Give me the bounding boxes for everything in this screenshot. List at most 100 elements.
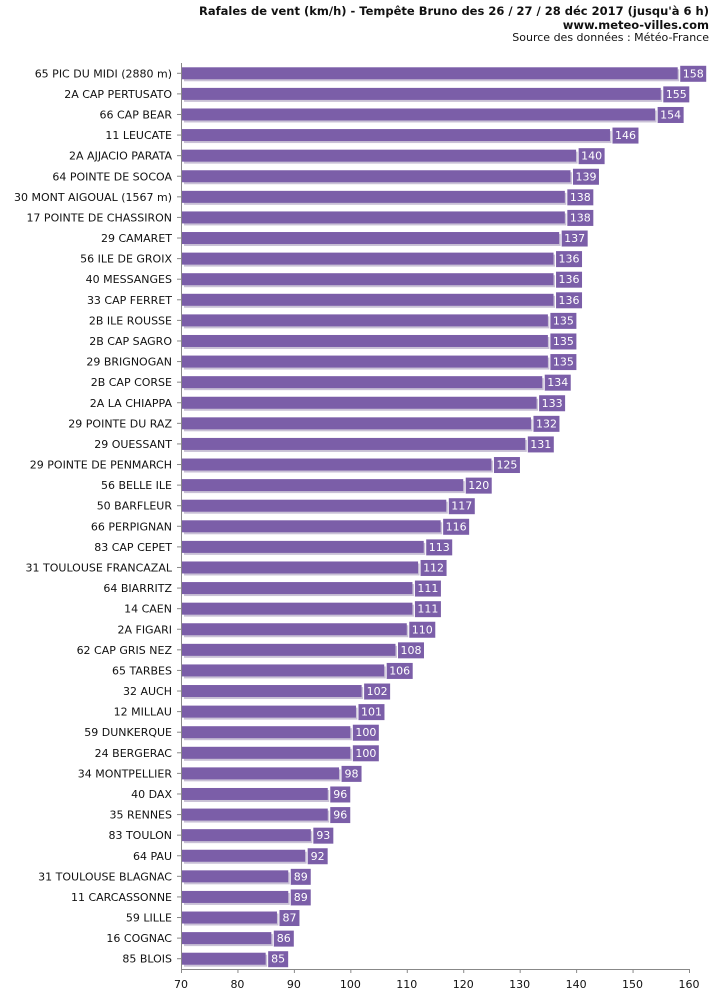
value-label-box [312, 826, 335, 845]
bar [182, 149, 577, 162]
category-label: 29 POINTE DU RAZ [68, 417, 172, 430]
bar [182, 808, 328, 821]
bar [182, 417, 531, 430]
category-label: 59 LILLE [126, 912, 172, 925]
bar [182, 685, 362, 698]
bar [182, 582, 413, 595]
value-label: 134 [547, 376, 568, 389]
category-label: 66 CAP BEAR [100, 108, 173, 121]
category-label: 32 AUCH [123, 685, 172, 698]
value-label: 136 [559, 294, 580, 307]
bar [182, 458, 492, 471]
x-tick-label: 90 [287, 978, 301, 991]
value-label: 136 [559, 273, 580, 286]
category-label: 17 POINTE DE CHASSIRON [26, 211, 172, 224]
value-label: 137 [564, 232, 585, 245]
value-label: 131 [530, 438, 551, 451]
value-label-box [267, 950, 290, 969]
category-label: 56 ILE DE GROIX [80, 253, 172, 266]
category-label: 29 BRIGNOGAN [86, 356, 172, 369]
category-label: 40 MESSANGES [86, 273, 172, 286]
value-label: 89 [294, 870, 308, 883]
value-label-box [351, 744, 380, 763]
bar [182, 211, 565, 224]
value-label-box [656, 105, 685, 124]
value-label: 86 [277, 932, 291, 945]
category-label: 33 CAP FERRET [87, 294, 172, 307]
bar [182, 355, 548, 368]
value-label-box [566, 208, 595, 227]
bar [182, 376, 543, 389]
value-label: 135 [553, 356, 574, 369]
value-label-box [611, 126, 640, 145]
value-label-box [363, 682, 392, 701]
value-label-box [560, 229, 589, 248]
category-label: 2A AJJACIO PARATA [69, 150, 172, 163]
x-tick-label: 150 [622, 978, 643, 991]
value-label-box [329, 785, 352, 804]
category-label: 2B CAP SAGRO [89, 335, 172, 348]
value-label-box [419, 558, 448, 577]
x-tick-label: 130 [509, 978, 530, 991]
value-label: 111 [417, 603, 438, 616]
value-label-box [351, 723, 380, 742]
category-label: 85 BLOIS [122, 953, 172, 966]
value-label-box [413, 600, 442, 619]
value-label-box [329, 806, 352, 825]
x-tick-label: 100 [340, 978, 361, 991]
category-label: 31 TOULOUSE BLAGNAC [38, 870, 172, 883]
value-label: 98 [345, 767, 359, 780]
bar [182, 232, 560, 245]
category-label: 64 BIARRITZ [103, 582, 172, 595]
value-label: 96 [333, 809, 347, 822]
bar [182, 602, 413, 615]
value-label: 117 [451, 500, 472, 513]
chart-title: Rafales de vent (km/h) - Tempête Bruno d… [199, 4, 709, 18]
bar [182, 108, 656, 121]
bar [182, 829, 311, 842]
category-label: 64 PAU [133, 850, 172, 863]
category-label: 65 TARBES [112, 664, 172, 677]
category-label: 11 CARCASSONNE [71, 891, 172, 904]
category-label: 29 OUESSANT [94, 438, 172, 451]
value-label: 138 [570, 211, 591, 224]
value-label: 135 [553, 335, 574, 348]
value-label-box [289, 888, 312, 907]
category-label: 2A CAP PERTUSATO [64, 88, 172, 101]
bar [182, 705, 356, 718]
value-label: 155 [666, 88, 687, 101]
value-label-box [464, 476, 493, 495]
value-label-box [571, 167, 600, 186]
value-label: 132 [536, 417, 557, 430]
bar [182, 129, 610, 142]
bar [182, 293, 554, 306]
bar [182, 726, 351, 739]
value-label: 100 [355, 726, 376, 739]
bar [182, 664, 385, 677]
value-label: 136 [559, 253, 580, 266]
value-label-box [396, 641, 425, 660]
value-label-box [549, 353, 578, 372]
bar [182, 890, 289, 903]
value-label: 85 [271, 953, 285, 966]
value-label-box [278, 909, 301, 928]
value-label: 133 [542, 397, 563, 410]
value-label: 102 [367, 685, 388, 698]
category-label: 59 DUNKERQUE [84, 726, 172, 739]
category-label: 14 CAEN [124, 603, 172, 616]
category-label: 24 BERGERAC [95, 747, 173, 760]
bar [182, 396, 537, 409]
bar [182, 252, 554, 265]
bar [182, 870, 289, 883]
site-url: www.meteo-villes.com [562, 18, 709, 32]
category-label: 64 POINTE DE SOCOA [52, 170, 172, 183]
value-label-box [425, 538, 454, 557]
bar [182, 190, 565, 203]
bar [182, 561, 419, 574]
bar [182, 479, 464, 492]
value-label-box [538, 394, 567, 413]
value-label: 135 [553, 314, 574, 327]
category-label: 2A LA CHIAPPA [90, 397, 173, 410]
category-label: 34 MONTPELLIER [78, 767, 173, 780]
category-label: 35 RENNES [110, 809, 172, 822]
